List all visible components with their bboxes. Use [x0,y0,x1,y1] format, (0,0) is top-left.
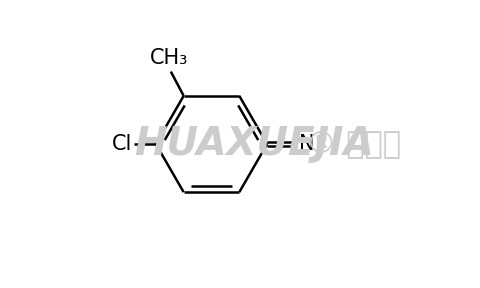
Text: Cl: Cl [112,134,132,154]
Text: N: N [300,134,315,154]
Text: HUAXUEJIA: HUAXUEJIA [134,125,374,163]
Text: CH₃: CH₃ [150,48,189,68]
Text: ® 化学加: ® 化学加 [306,130,401,158]
